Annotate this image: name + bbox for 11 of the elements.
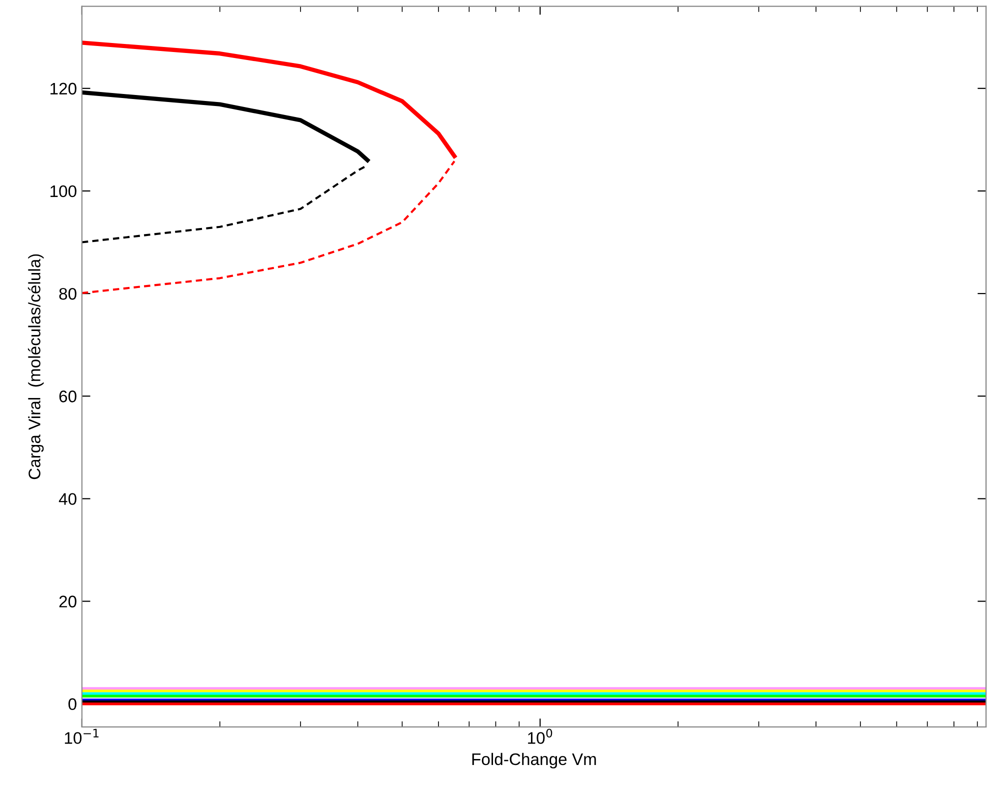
y-tick-label: 20 [59, 596, 76, 608]
y-tick-label: 80 [59, 288, 76, 300]
y-tick-label: 0 [68, 698, 76, 710]
x-axis-title: Fold-Change Vm [472, 752, 596, 768]
y-tick-label: 120 [50, 82, 76, 95]
y-tick-label: 100 [50, 185, 76, 198]
x-tick-label: 10$^{−1}$ [64, 728, 98, 744]
y-tick-label: 40 [58, 493, 76, 505]
x-tick-label: 10$^{0}$ [528, 728, 552, 744]
y-axis-title: Carga Viral (moléculas/célula) [28, 254, 44, 480]
y-tick-label: 60 [59, 390, 76, 402]
